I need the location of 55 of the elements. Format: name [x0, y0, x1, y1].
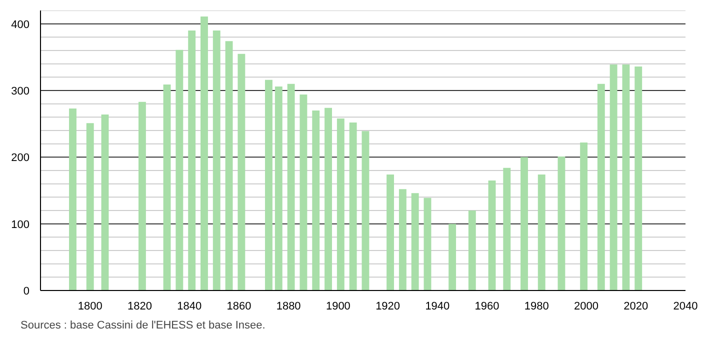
bar — [503, 168, 511, 290]
bar — [362, 131, 370, 290]
x-tick-label: 1860 — [226, 300, 252, 312]
x-tick-label: 1980 — [524, 300, 549, 312]
y-tick-label: 400 — [11, 18, 30, 31]
bar — [411, 193, 419, 290]
bar — [448, 224, 456, 290]
bar — [634, 66, 642, 290]
bar — [265, 80, 272, 290]
bar — [622, 64, 630, 290]
bar — [200, 16, 208, 290]
bar — [69, 108, 76, 290]
bar — [188, 30, 196, 290]
bar — [300, 94, 308, 290]
x-tick-label: 1920 — [376, 300, 400, 312]
x-tick-label: 1800 — [78, 300, 102, 312]
x-tick-label: 2040 — [673, 300, 698, 312]
y-tick-label: 0 — [23, 286, 30, 298]
bar — [424, 198, 432, 290]
x-tick-label: 1820 — [127, 300, 152, 312]
bar — [238, 54, 246, 290]
x-tick-label: 2020 — [624, 300, 648, 312]
source-note: Sources : base Cassini de l'EHESS et base Insee. — [20, 320, 266, 332]
bar — [349, 122, 357, 290]
bar — [386, 174, 394, 290]
bar — [324, 108, 332, 290]
bar — [287, 84, 295, 290]
bar — [163, 84, 171, 290]
x-tick-label: 1900 — [326, 300, 350, 312]
bar — [398, 189, 406, 290]
bar — [225, 41, 233, 290]
y-tick-label: 100 — [11, 218, 30, 231]
bar — [580, 142, 588, 290]
bar — [86, 123, 94, 290]
bar — [538, 174, 546, 290]
bar — [101, 114, 109, 290]
bar — [558, 156, 566, 290]
bar — [176, 50, 184, 290]
bar — [520, 157, 528, 290]
x-tick-label: 1960 — [474, 300, 500, 312]
y-tick-label: 300 — [11, 86, 30, 98]
bar — [138, 102, 146, 290]
bar — [468, 210, 476, 290]
x-tick-label: 1940 — [425, 300, 450, 312]
bar — [488, 180, 496, 290]
bar — [336, 118, 344, 290]
y-tick-label: 200 — [11, 152, 30, 164]
x-tick-label: 2000 — [574, 300, 599, 312]
bar — [212, 30, 220, 290]
bar — [597, 84, 605, 290]
x-tick-label: 1880 — [276, 300, 301, 312]
bar — [610, 64, 618, 290]
x-tick-label: 1840 — [177, 300, 202, 312]
bar — [274, 86, 282, 290]
bar — [312, 110, 320, 290]
